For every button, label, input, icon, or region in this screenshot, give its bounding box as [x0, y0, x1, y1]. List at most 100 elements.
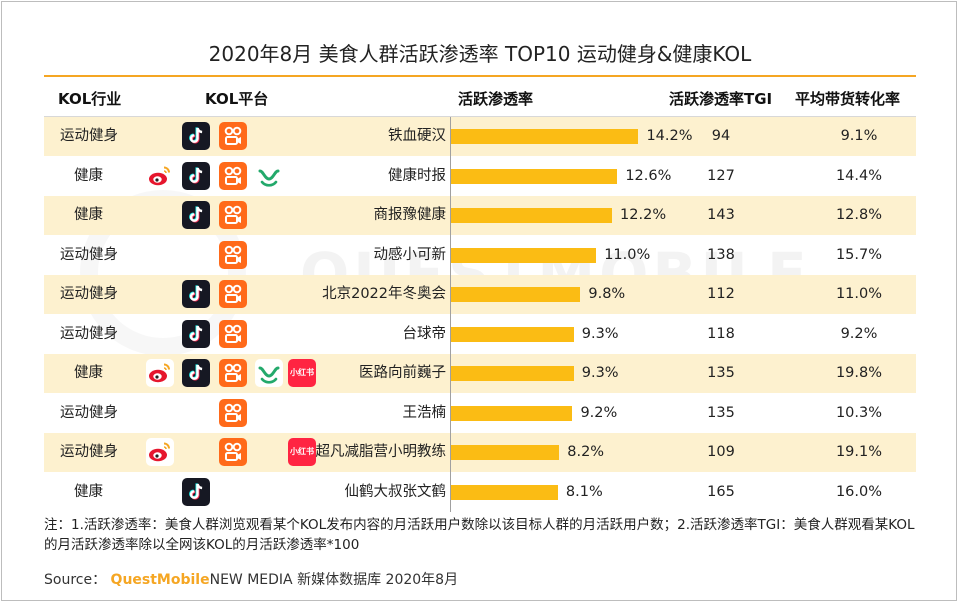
tgi-cell: 112	[707, 286, 735, 302]
table-row: 运动健身 铁血硬汉 14.2% 94 9.1%	[44, 117, 916, 156]
penetration-label: 12.2%	[620, 207, 667, 223]
header-divider	[44, 116, 916, 117]
source-line: Source： QuestMobileNEW MEDIA 新媒体数据库 2020…	[44, 569, 458, 589]
douyin-icon	[182, 477, 210, 506]
kuaishou-icon	[219, 161, 247, 190]
penetration-label: 9.8%	[588, 286, 626, 302]
penetration-bar	[451, 366, 574, 381]
kol-name: 北京2022年冬奥会	[322, 286, 446, 302]
chart-title: 2020年8月 美食人群活跃渗透率 TOP10 运动健身&健康KOL	[208, 42, 752, 66]
douyin-icon	[182, 280, 210, 308]
weibo-icon	[146, 438, 174, 466]
source-suffix: NEW MEDIA 新媒体数据库 2020年8月	[209, 572, 459, 588]
kol-name: 铁血硬汉	[388, 128, 446, 144]
weibo-icon	[146, 359, 174, 387]
tgi-cell: 165	[707, 483, 735, 500]
xiaohongshu-label: 小红书	[290, 447, 314, 456]
kol-name: 医路向前巍子	[359, 365, 446, 381]
kol-name: 王浩楠	[402, 404, 447, 421]
wechat-video-icon	[255, 359, 283, 387]
kuaishou-icon	[219, 240, 247, 269]
header-platform: KOL平台	[205, 90, 269, 108]
penetration-bar	[451, 129, 639, 144]
penetration-bar	[451, 405, 573, 421]
penetration-bar	[451, 287, 581, 302]
tgi-cell: 118	[707, 325, 735, 342]
penetration-label: 11.0%	[604, 246, 651, 263]
douyin-icon	[182, 319, 210, 348]
douyin-icon	[182, 359, 210, 387]
penetration-label: 14.2%	[646, 128, 693, 144]
kuaishou-icon	[219, 201, 247, 229]
kuaishou-icon	[219, 280, 247, 308]
conversion-cell: 14.4%	[835, 167, 883, 184]
penetration-label: 9.3%	[581, 325, 619, 342]
kuaishou-icon	[219, 438, 247, 466]
conversion-cell: 19.1%	[835, 444, 883, 460]
table-row: 健康 健康时报 12.6% 127 14.4%	[44, 157, 916, 196]
source-brand: QuestMobile	[110, 572, 210, 588]
kol-name: 超凡减脂营小明教练	[315, 444, 447, 460]
penetration-label: 8.2%	[567, 444, 605, 460]
table-row: 运动健身 动感小可新 11.0% 138 15.7%	[44, 236, 916, 275]
table-row: 运动健身 台球帝 9.3% 118 9.2%	[44, 315, 916, 354]
kol-name: 商报豫健康	[373, 207, 447, 223]
table-row: 运动健身 北京2022年冬奥会 9.8% 112 11.0%	[44, 275, 916, 314]
table-row: 健康 小红书 医路向前巍子 9.3% 135 19.8%	[44, 354, 916, 393]
kuaishou-icon	[219, 398, 247, 427]
kol-name: 健康时报	[388, 167, 446, 184]
kol-name: 台球帝	[402, 325, 447, 342]
xiaohongshu-icon: 小红书	[288, 438, 316, 466]
industry-cell: 运动健身	[60, 128, 118, 144]
penetration-bar	[451, 168, 618, 184]
conversion-cell: 19.8%	[835, 365, 883, 381]
penetration-bar	[451, 247, 597, 263]
industry-cell: 健康	[74, 365, 103, 381]
penetration-bar	[451, 208, 613, 223]
tgi-cell: 135	[707, 404, 735, 421]
industry-cell: 健康	[74, 483, 103, 500]
conversion-cell: 16.0%	[835, 483, 883, 500]
table-row: 健康 仙鹤大叔张文鹤 8.1% 165 16.0%	[44, 473, 916, 512]
industry-cell: 运动健身	[60, 246, 118, 263]
penetration-label: 9.2%	[580, 404, 618, 421]
xiaohongshu-label: 小红书	[290, 368, 314, 377]
kol-name: 仙鹤大叔张文鹤	[344, 483, 447, 500]
table-row: 健康 商报豫健康 12.2% 143 12.8%	[44, 196, 916, 235]
conversion-cell: 9.2%	[840, 325, 878, 342]
weibo-icon	[146, 161, 174, 190]
penetration-bar	[451, 445, 560, 460]
tgi-cell: 94	[711, 128, 731, 144]
industry-cell: 运动健身	[60, 444, 118, 460]
penetration-bar	[451, 326, 574, 342]
header-penetration: 活跃渗透率	[458, 90, 534, 108]
bar-axis-line	[450, 117, 451, 512]
douyin-icon	[182, 201, 210, 229]
table-row: 运动健身 王浩楠 9.2% 135 10.3%	[44, 394, 916, 433]
kuaishou-icon	[219, 122, 247, 150]
douyin-icon	[182, 122, 210, 150]
conversion-cell: 15.7%	[835, 246, 883, 263]
conversion-cell: 9.1%	[840, 128, 878, 144]
title-divider	[44, 75, 916, 77]
industry-cell: 健康	[74, 167, 103, 184]
penetration-label: 9.3%	[581, 365, 619, 381]
conversion-cell: 12.8%	[835, 207, 883, 223]
header-tgi: 活跃渗透率TGI	[669, 90, 773, 108]
kuaishou-icon	[219, 319, 247, 348]
industry-cell: 运动健身	[60, 286, 118, 302]
table-row: 运动健身 小红书 超凡减脂营小明教练 8.2% 109 19.1%	[44, 433, 916, 472]
conversion-cell: 11.0%	[835, 286, 883, 302]
kuaishou-icon	[219, 359, 247, 387]
tgi-cell: 109	[707, 444, 735, 460]
footnote: 注：1.活跃渗透率：美食人群浏览观看某个KOL发布内容的月活跃用户数除以该目标人…	[44, 517, 915, 553]
industry-cell: 运动健身	[60, 325, 118, 342]
xiaohongshu-icon: 小红书	[288, 359, 316, 387]
douyin-icon	[182, 161, 210, 190]
tgi-cell: 138	[707, 246, 735, 263]
industry-cell: 健康	[74, 207, 103, 223]
penetration-bar	[451, 484, 558, 500]
conversion-cell: 10.3%	[835, 404, 883, 421]
source-prefix: Source：	[44, 572, 107, 588]
